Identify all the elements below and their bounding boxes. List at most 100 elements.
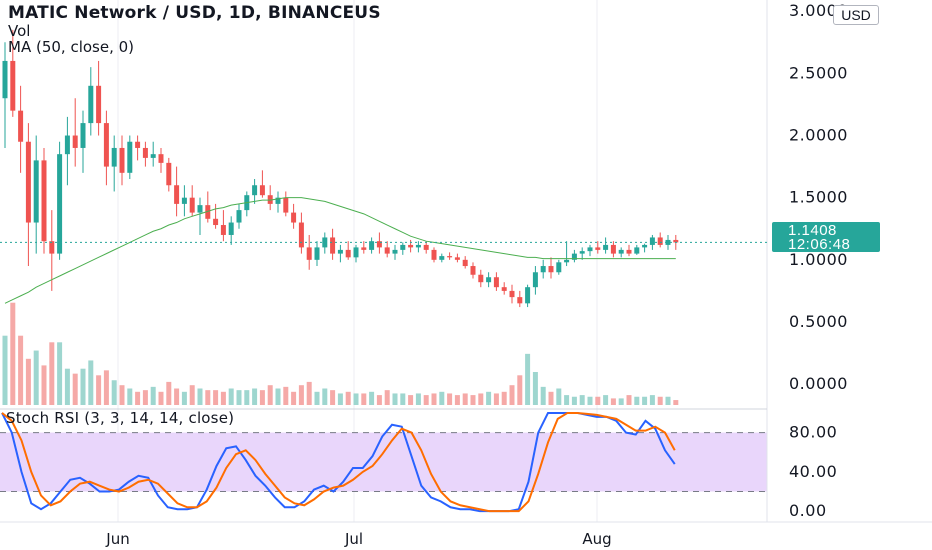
- candle: [369, 237, 375, 254]
- volume-bar: [610, 398, 616, 405]
- candle: [431, 247, 437, 263]
- candle-body: [314, 247, 320, 260]
- candle-body: [158, 154, 164, 163]
- volume-bar: [642, 396, 648, 405]
- candle: [181, 185, 187, 217]
- candles[interactable]: [2, 29, 679, 308]
- candle-body: [25, 141, 31, 223]
- candle: [408, 239, 414, 253]
- countdown-label: 12:06:48: [788, 236, 851, 253]
- volume-bar: [415, 393, 421, 405]
- volume-bar: [259, 390, 265, 405]
- candle: [252, 179, 258, 204]
- volume-bar: [236, 390, 242, 405]
- candle-body: [634, 247, 640, 254]
- stoch-band-fill: [0, 432, 767, 492]
- candle-body: [353, 247, 359, 258]
- volume-bar: [174, 388, 180, 405]
- chart-title: MATIC Network / USD, 1D, BINANCEUS: [8, 3, 381, 23]
- volume-bar: [189, 385, 195, 405]
- stoch-tick-label: 80.00: [789, 423, 837, 442]
- time-tick-label: Aug: [582, 530, 611, 548]
- candle: [41, 147, 47, 254]
- candle: [18, 85, 24, 173]
- candle: [618, 247, 624, 258]
- candle-body: [665, 239, 671, 245]
- volume-bar: [431, 393, 437, 405]
- price-tick-label: 1.5000: [789, 188, 848, 207]
- price-tick-label: 1.0000: [789, 250, 848, 269]
- price-tick-label: 3.0000: [789, 1, 848, 20]
- candle-body: [103, 123, 109, 167]
- volume-bar: [571, 396, 577, 405]
- candle-body: [431, 249, 437, 260]
- candle: [626, 244, 632, 257]
- candle: [345, 241, 351, 260]
- time-axis-ticks: Jun Jul Aug: [105, 530, 611, 548]
- candle: [415, 241, 421, 253]
- candle: [353, 244, 359, 263]
- candle: [501, 282, 507, 295]
- candle: [166, 157, 172, 192]
- volume-bar: [80, 368, 86, 405]
- volume-bar: [603, 395, 609, 405]
- candle-body: [220, 225, 226, 235]
- candle-body: [610, 244, 616, 254]
- candle-body: [501, 287, 507, 291]
- candle: [244, 191, 250, 217]
- volume-bar: [540, 386, 546, 405]
- candle-body: [400, 244, 406, 250]
- volume-bar: [18, 335, 24, 405]
- volume-bar: [2, 335, 8, 405]
- candle-body: [540, 266, 546, 273]
- candle-body: [135, 141, 141, 148]
- candle: [205, 191, 211, 223]
- candle: [454, 253, 460, 263]
- candle: [49, 210, 55, 291]
- volume-bar: [127, 388, 133, 405]
- candle: [283, 191, 289, 217]
- candle: [447, 252, 453, 260]
- candle: [525, 284, 531, 308]
- candle: [275, 191, 281, 213]
- price-tick-label: 2.5000: [789, 63, 848, 82]
- volume-bar: [306, 381, 312, 405]
- time-tick-label: Jul: [344, 530, 363, 548]
- volume-bar: [252, 388, 258, 405]
- volume-bar: [447, 393, 453, 405]
- candle: [150, 141, 156, 167]
- candle: [158, 147, 164, 173]
- candle: [540, 259, 546, 279]
- candle: [10, 29, 16, 117]
- volume-bar: [158, 391, 164, 405]
- volume-bar: [213, 390, 219, 405]
- candle: [462, 256, 468, 269]
- volume-bar: [657, 396, 663, 405]
- currency-button[interactable]: USD: [833, 5, 879, 25]
- volume-bar: [470, 395, 476, 405]
- volume-bar: [150, 386, 156, 405]
- last-price-label: 1.1408: [788, 222, 837, 239]
- candle-body: [673, 239, 679, 243]
- candle: [64, 116, 70, 186]
- volume-bar: [392, 393, 398, 405]
- candle-body: [72, 135, 78, 148]
- volume-bar: [111, 380, 117, 405]
- candle-body: [142, 147, 148, 158]
- candle: [634, 244, 640, 255]
- volume-bar: [376, 395, 382, 405]
- candle-body: [189, 197, 195, 213]
- candle-body: [423, 244, 429, 250]
- price-tick-label: 0.5000: [789, 312, 848, 331]
- candle: [220, 210, 226, 242]
- candle: [532, 266, 538, 295]
- volume-bar: [439, 391, 445, 405]
- ma-legend: MA (50, close, 0): [8, 38, 135, 56]
- volume-bar: [197, 388, 203, 405]
- candle-body: [283, 197, 289, 213]
- volume-bar: [509, 385, 515, 405]
- volume-bar: [41, 365, 47, 405]
- candle-body: [259, 185, 265, 196]
- candle-body: [408, 244, 414, 248]
